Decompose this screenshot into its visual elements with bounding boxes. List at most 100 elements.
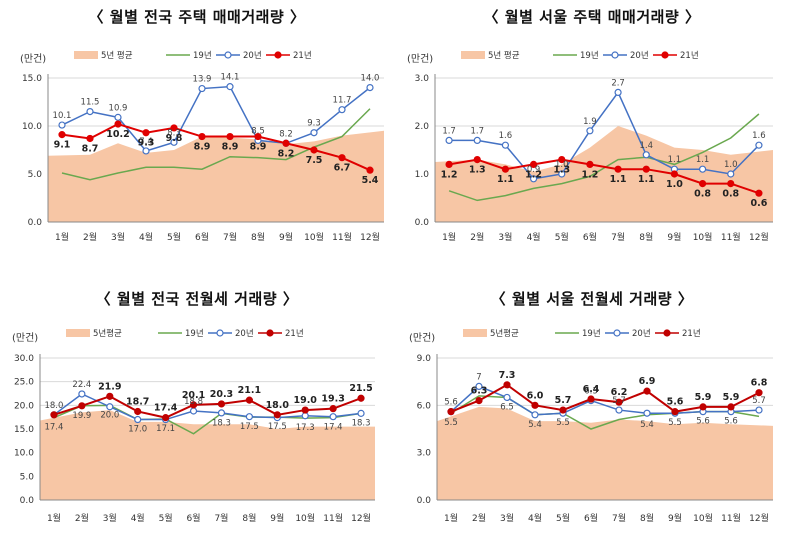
data-point (245, 396, 253, 404)
data-label: 5.4 (528, 420, 542, 430)
data-label: 5.4 (640, 420, 654, 430)
data-point (114, 113, 122, 121)
data-label: 7 (476, 372, 481, 382)
chart-title: 〈 월별 전국 주택 매매거래량 〉 (0, 6, 394, 27)
data-label: 8.2 (278, 148, 295, 159)
data-label: 17.0 (128, 425, 147, 435)
data-label: 19.0 (293, 395, 317, 406)
data-point (310, 129, 318, 137)
data-label: 5.7 (555, 395, 572, 406)
x-tick-label: 2월 (83, 231, 97, 243)
data-label: 8.5 (251, 126, 265, 136)
y-tick-label: 0.0 (417, 496, 432, 506)
data-point (338, 106, 346, 114)
data-point (755, 141, 763, 149)
data-point (86, 134, 94, 143)
data-label: 1.7 (470, 126, 484, 136)
data-point (559, 406, 567, 414)
left-bracket-icon: 〈 (88, 8, 105, 26)
data-label: 21.1 (238, 385, 261, 396)
x-tick-label: 11월 (332, 231, 352, 243)
data-point (106, 403, 114, 411)
data-label: 1.1 (668, 155, 682, 165)
x-tick-label: 7월 (612, 512, 626, 524)
x-tick-label: 7월 (611, 231, 625, 243)
data-label: 8.9 (194, 142, 211, 153)
area-5yr-average (435, 126, 773, 222)
data-label: 5.5 (444, 418, 458, 428)
data-point (503, 381, 511, 389)
data-label: 17.4 (324, 423, 343, 433)
data-label: 17.4 (154, 403, 178, 414)
data-point (162, 414, 170, 422)
data-point (86, 107, 94, 116)
data-point (142, 129, 150, 137)
data-label: 17.3 (296, 423, 315, 433)
data-label: 18.0 (44, 401, 63, 411)
data-point (614, 88, 622, 97)
data-point (643, 387, 651, 395)
data-point (189, 401, 198, 409)
data-point (615, 398, 623, 406)
data-point (170, 124, 178, 132)
data-point (614, 165, 622, 173)
x-tick-label: 11월 (721, 231, 741, 243)
data-label: 17.5 (240, 422, 259, 432)
chart-panel-seoul-rent: 〈 월별 서울 전월세 거래량 〉 (만건) 5년평균 19년 20년 21년 0.0 3.… (395, 266, 789, 532)
data-point (106, 392, 114, 400)
area-5yr-average (40, 410, 375, 500)
chart-panel-national-rent: 〈 월별 전국 전월세 거래량 〉 (만건) 5년평균 19년 20년 21년 0.0 5.… (0, 266, 394, 532)
data-point (338, 154, 346, 162)
legend-label: 21년 (293, 50, 312, 61)
legend-swatch-area (74, 51, 98, 59)
series-line (53, 395, 362, 419)
data-label: 1.1 (696, 155, 710, 165)
data-label: 18.8 (184, 397, 203, 407)
data-label: 1.9 (583, 117, 597, 127)
data-point (445, 160, 453, 168)
data-point (642, 165, 650, 173)
legend-label: 21년 (285, 328, 304, 339)
data-point (329, 413, 337, 421)
data-label: 6.5 (500, 402, 514, 412)
data-label: 5.6 (667, 397, 684, 408)
data-point (445, 136, 453, 144)
data-label: 1.0 (724, 160, 738, 170)
legend-label: 19년 (193, 50, 212, 61)
y-tick-label: 0.0 (415, 218, 430, 228)
data-label: 5.7 (612, 396, 626, 406)
x-tick-label: 1월 (444, 512, 458, 524)
y-tick-label: 6.0 (417, 401, 432, 411)
legend-swatch-area (461, 51, 485, 59)
y-tick-label: 2.0 (415, 122, 430, 132)
data-point (558, 156, 566, 164)
series-line (61, 123, 371, 172)
legend-marker (266, 329, 274, 337)
data-point (475, 397, 483, 405)
x-tick-label: 11월 (721, 512, 741, 524)
x-tick-label: 3월 (111, 231, 125, 243)
x-tick-label: 2월 (472, 512, 486, 524)
right-bracket-icon: 〉 (282, 290, 299, 308)
right-bracket-icon: 〉 (289, 8, 306, 26)
data-label: 6.2 (611, 387, 628, 398)
data-point (501, 165, 510, 173)
x-tick-label: 4월 (527, 231, 541, 243)
legend-marker (613, 329, 621, 337)
data-label: 1.2 (581, 169, 598, 180)
data-point (503, 393, 511, 402)
data-label: 14.0 (361, 74, 380, 84)
data-point (245, 413, 253, 421)
x-tick-label: 8월 (242, 512, 256, 524)
data-point (273, 411, 281, 419)
y-tick-label: 25.0 (14, 378, 34, 388)
data-label: 10.2 (106, 129, 129, 140)
data-label: 1.0 (666, 179, 683, 190)
data-label: 7.5 (306, 155, 323, 166)
data-point (142, 147, 150, 155)
data-point (357, 394, 365, 402)
x-tick-label: 5월 (556, 512, 570, 524)
data-point (282, 139, 290, 147)
data-point (755, 389, 763, 397)
data-point (727, 170, 735, 178)
